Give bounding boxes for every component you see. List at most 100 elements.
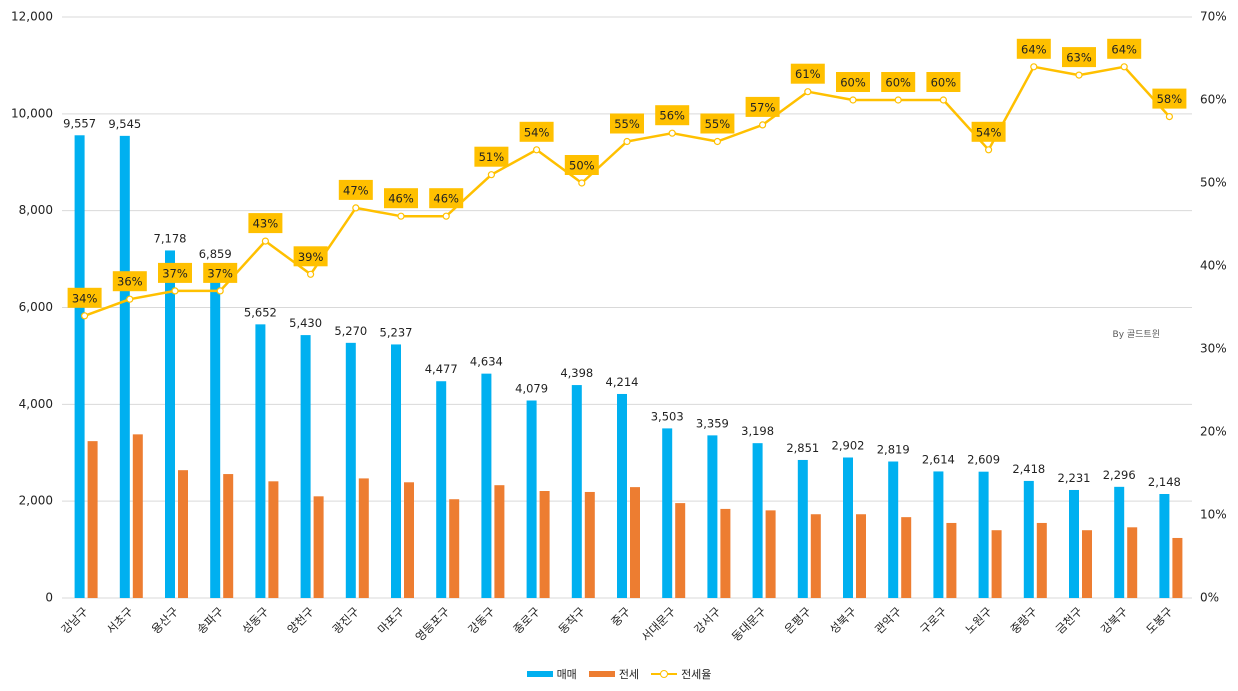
ratio-marker bbox=[758, 121, 767, 129]
ratio-label: 64% bbox=[1021, 42, 1047, 56]
bar-jeonse bbox=[720, 508, 731, 598]
ratio-label: 54% bbox=[976, 125, 1002, 139]
bar-jeonse bbox=[630, 487, 640, 598]
right-tick-label: 50% bbox=[1200, 176, 1227, 190]
category-label: 강동구 bbox=[465, 604, 497, 636]
bar-sale bbox=[1023, 480, 1034, 598]
category-label: 동대문구 bbox=[729, 604, 769, 644]
ratio-label: 34% bbox=[72, 291, 98, 305]
right-tick-label: 0% bbox=[1200, 591, 1219, 605]
ratio-label: 55% bbox=[705, 117, 731, 131]
sale-value-label: 3,503 bbox=[651, 409, 684, 423]
bar-jeonse bbox=[404, 482, 414, 598]
sale-value-label: 5,270 bbox=[334, 324, 367, 338]
ratio-marker bbox=[1075, 71, 1083, 79]
left-tick-label: 4,000 bbox=[19, 397, 53, 411]
category-label: 금천구 bbox=[1053, 604, 1085, 636]
category-label: 서대문구 bbox=[638, 604, 678, 644]
ratio-marker bbox=[939, 96, 948, 104]
left-axis: 0 2,000 4,000 6,000 8,000 10,000 12,000 bbox=[11, 10, 53, 605]
ratio-label-box bbox=[474, 146, 509, 167]
bar-sale bbox=[617, 393, 627, 598]
right-axis: 0% 10% 20% 30% 40% 50% 60% 70% bbox=[1200, 10, 1227, 605]
ratio-label-box bbox=[1062, 47, 1096, 68]
right-tick-label: 30% bbox=[1200, 342, 1227, 356]
bar-sale bbox=[255, 324, 266, 598]
bar-sale bbox=[933, 471, 944, 598]
ratio-marker bbox=[352, 204, 360, 212]
left-tick-label: 2,000 bbox=[19, 494, 53, 508]
legend-item-ratio[interactable]: 전세율 bbox=[651, 666, 711, 682]
category-label: 은평구 bbox=[782, 604, 814, 636]
sale-value-label: 2,609 bbox=[967, 453, 1000, 467]
bar-jeonse bbox=[584, 491, 595, 598]
ratio-label: 43% bbox=[253, 217, 279, 231]
ratio-label-box bbox=[248, 213, 283, 234]
bar-jeonse bbox=[1172, 537, 1183, 598]
ratio-label: 50% bbox=[569, 159, 595, 173]
ratio-marker bbox=[261, 237, 269, 245]
category-label: 송파구 bbox=[194, 604, 226, 636]
sale-value-label: 9,557 bbox=[63, 116, 96, 130]
ratio-label: 60% bbox=[885, 76, 911, 90]
right-tick-label: 40% bbox=[1200, 259, 1227, 273]
sale-value-label: 2,418 bbox=[1012, 462, 1045, 476]
bar-jeonse bbox=[1082, 530, 1092, 598]
legend-item-jeonse[interactable]: 전세 bbox=[588, 666, 639, 682]
bar-sale bbox=[571, 385, 582, 598]
bar-sale bbox=[978, 471, 989, 598]
category-label: 동작구 bbox=[556, 604, 588, 636]
ratio-label-box bbox=[700, 113, 735, 134]
bar-jeonse bbox=[1036, 522, 1047, 598]
ratio-label: 36% bbox=[117, 275, 143, 289]
value-labels: 9,557 9,545 7,178 6,859 5,652 5,430 5,270 5,237… bbox=[63, 116, 1181, 489]
sale-value-label: 6,859 bbox=[199, 247, 232, 261]
ratio-label-box bbox=[564, 155, 599, 175]
bar-sale bbox=[436, 381, 447, 598]
sale-value-label: 2,296 bbox=[1103, 468, 1136, 482]
category-label: 노원구 bbox=[962, 604, 994, 636]
ratio-marker bbox=[171, 287, 179, 295]
sale-value-label: 2,148 bbox=[1148, 475, 1181, 489]
ratio-label: 46% bbox=[433, 192, 459, 206]
legend-swatch-jeonse bbox=[588, 671, 615, 677]
ratio-label-box bbox=[112, 271, 147, 292]
legend-item-sale[interactable]: 매매 bbox=[526, 666, 577, 682]
ratio-marker bbox=[894, 96, 902, 104]
ratio-label-box bbox=[1152, 88, 1187, 109]
category-label: 강남구 bbox=[58, 604, 90, 636]
legend-swatch-ratio bbox=[651, 670, 678, 678]
ratio-marker bbox=[713, 137, 722, 146]
left-tick-label: 6,000 bbox=[19, 300, 53, 314]
bar-jeonse bbox=[178, 470, 188, 598]
bar-sale bbox=[662, 428, 673, 598]
bar-jeonse bbox=[946, 522, 957, 598]
sale-value-label: 5,652 bbox=[244, 305, 277, 319]
category-label: 영등포구 bbox=[412, 604, 452, 644]
sale-value-label: 2,851 bbox=[786, 441, 819, 455]
bar-jeonse bbox=[1127, 527, 1138, 598]
ratio-label-box bbox=[926, 72, 961, 92]
category-label: 강서구 bbox=[691, 604, 723, 636]
sale-value-label: 4,634 bbox=[470, 355, 503, 369]
sale-value-label: 4,079 bbox=[515, 382, 548, 396]
sale-value-label: 9,545 bbox=[108, 117, 141, 131]
category-label: 양천구 bbox=[284, 604, 316, 636]
ratio-marker bbox=[397, 212, 405, 220]
ratio-marker bbox=[1030, 63, 1038, 71]
bar-jeonse bbox=[810, 514, 821, 598]
bar-jeonse bbox=[539, 490, 550, 598]
category-label: 성북구 bbox=[827, 604, 859, 636]
sale-value-label: 2,902 bbox=[832, 438, 865, 452]
bar-jeonse bbox=[223, 474, 234, 598]
left-tick-label: 8,000 bbox=[19, 203, 53, 217]
sale-value-label: 2,819 bbox=[877, 443, 910, 457]
bars bbox=[74, 135, 1183, 599]
sale-value-label: 5,430 bbox=[289, 316, 322, 330]
bar-sale bbox=[481, 373, 492, 598]
bar-sale bbox=[752, 443, 763, 598]
right-tick-label: 70% bbox=[1200, 10, 1227, 24]
left-tick-label: 0 bbox=[45, 591, 53, 605]
sale-value-label: 4,398 bbox=[560, 366, 593, 380]
ratio-label-box bbox=[519, 121, 554, 142]
